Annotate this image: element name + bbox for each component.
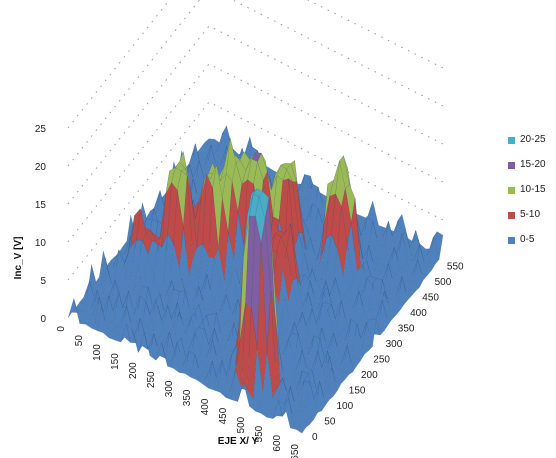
surface-cell [327, 368, 338, 397]
x-tick-label: 400 [200, 398, 211, 415]
x-tick-label: 650 [290, 444, 301, 458]
y-tick-label: 200 [361, 370, 378, 381]
surface-cell [393, 302, 405, 311]
surface-cell [303, 416, 315, 425]
gridline [67, 25, 444, 205]
gridline [67, 0, 444, 167]
legend-swatch [508, 186, 515, 194]
z-tick-label: 5 [40, 276, 46, 287]
surface-cell [311, 406, 323, 413]
z-tick-label: 0 [40, 314, 46, 325]
surface-cell [338, 372, 350, 380]
surface-cell [429, 237, 440, 265]
surface-cell [405, 289, 416, 297]
legend-swatch [508, 161, 515, 169]
x-tick-label: 150 [110, 353, 121, 370]
y-tick-label: 450 [422, 293, 439, 304]
surface-cell [354, 353, 366, 361]
y-tick-label: 550 [447, 262, 464, 273]
surface-cell [378, 300, 389, 331]
y-tick-label: 300 [386, 339, 403, 350]
z-tick-label: 15 [35, 200, 47, 211]
legend: 20-25 15-20 10-15 5-10 0-5 [508, 134, 546, 259]
legend-label: 5-10 [520, 209, 541, 220]
surface-cell [295, 426, 307, 434]
legend-item: 15-20 [508, 159, 546, 171]
surface-cell [299, 420, 311, 428]
gridline [67, 0, 444, 129]
surface-cell [342, 345, 354, 375]
x-tick-label: 450 [218, 407, 229, 424]
legend-label: 10-15 [520, 184, 546, 195]
legend-label: 20-25 [520, 134, 546, 145]
y-tick-label: 100 [337, 401, 354, 412]
legend-swatch [508, 236, 515, 244]
surface-cell [307, 412, 319, 420]
z-tick-label: 20 [35, 162, 47, 173]
legend-swatch [508, 211, 515, 219]
legend-item: 5-10 [508, 209, 546, 221]
legend-item: 10-15 [508, 184, 546, 196]
x-axis-title: EJE X/ Y [218, 436, 259, 447]
y-tick-label: 400 [410, 308, 427, 319]
x-tick-label: 500 [236, 416, 247, 433]
surface-cell [417, 259, 428, 281]
legend-item: 20-25 [508, 134, 546, 146]
x-tick-label: 300 [164, 380, 175, 397]
x-tick-label: 50 [74, 335, 85, 347]
z-axis-title: Inc_V [V] [13, 237, 24, 280]
y-tick-label: 500 [435, 277, 452, 288]
surface-cell [346, 345, 358, 373]
y-tick-label: 350 [398, 324, 415, 335]
x-tick-label: 0 [56, 326, 67, 332]
legend-item: 0-5 [508, 234, 546, 246]
y-tick-label: 0 [312, 432, 318, 443]
z-tick-label: 10 [35, 238, 47, 249]
gridline [67, 63, 444, 243]
x-tick-label: 550 [254, 425, 265, 442]
y-tick-label: 150 [349, 386, 366, 397]
chart-walls [67, 0, 444, 281]
y-tick-label: 50 [324, 417, 336, 428]
y-tick-label: 250 [373, 355, 390, 366]
surface-cell [421, 266, 432, 276]
gridline [67, 101, 444, 281]
x-tick-label: 100 [92, 344, 103, 361]
x-tick-label: 200 [128, 362, 139, 379]
x-tick-label: 600 [272, 434, 283, 451]
x-tick-label: 350 [182, 389, 193, 406]
legend-swatch [508, 136, 515, 144]
surface-cell [413, 259, 424, 288]
legend-label: 0-5 [520, 234, 535, 245]
x-tick-label: 250 [146, 371, 157, 388]
z-tick-label: 25 [35, 124, 47, 135]
surface-plot [67, 125, 444, 434]
legend-label: 15-20 [520, 159, 546, 170]
axis-ticks: 0510152025050100150200250300350400450500… [35, 124, 464, 458]
